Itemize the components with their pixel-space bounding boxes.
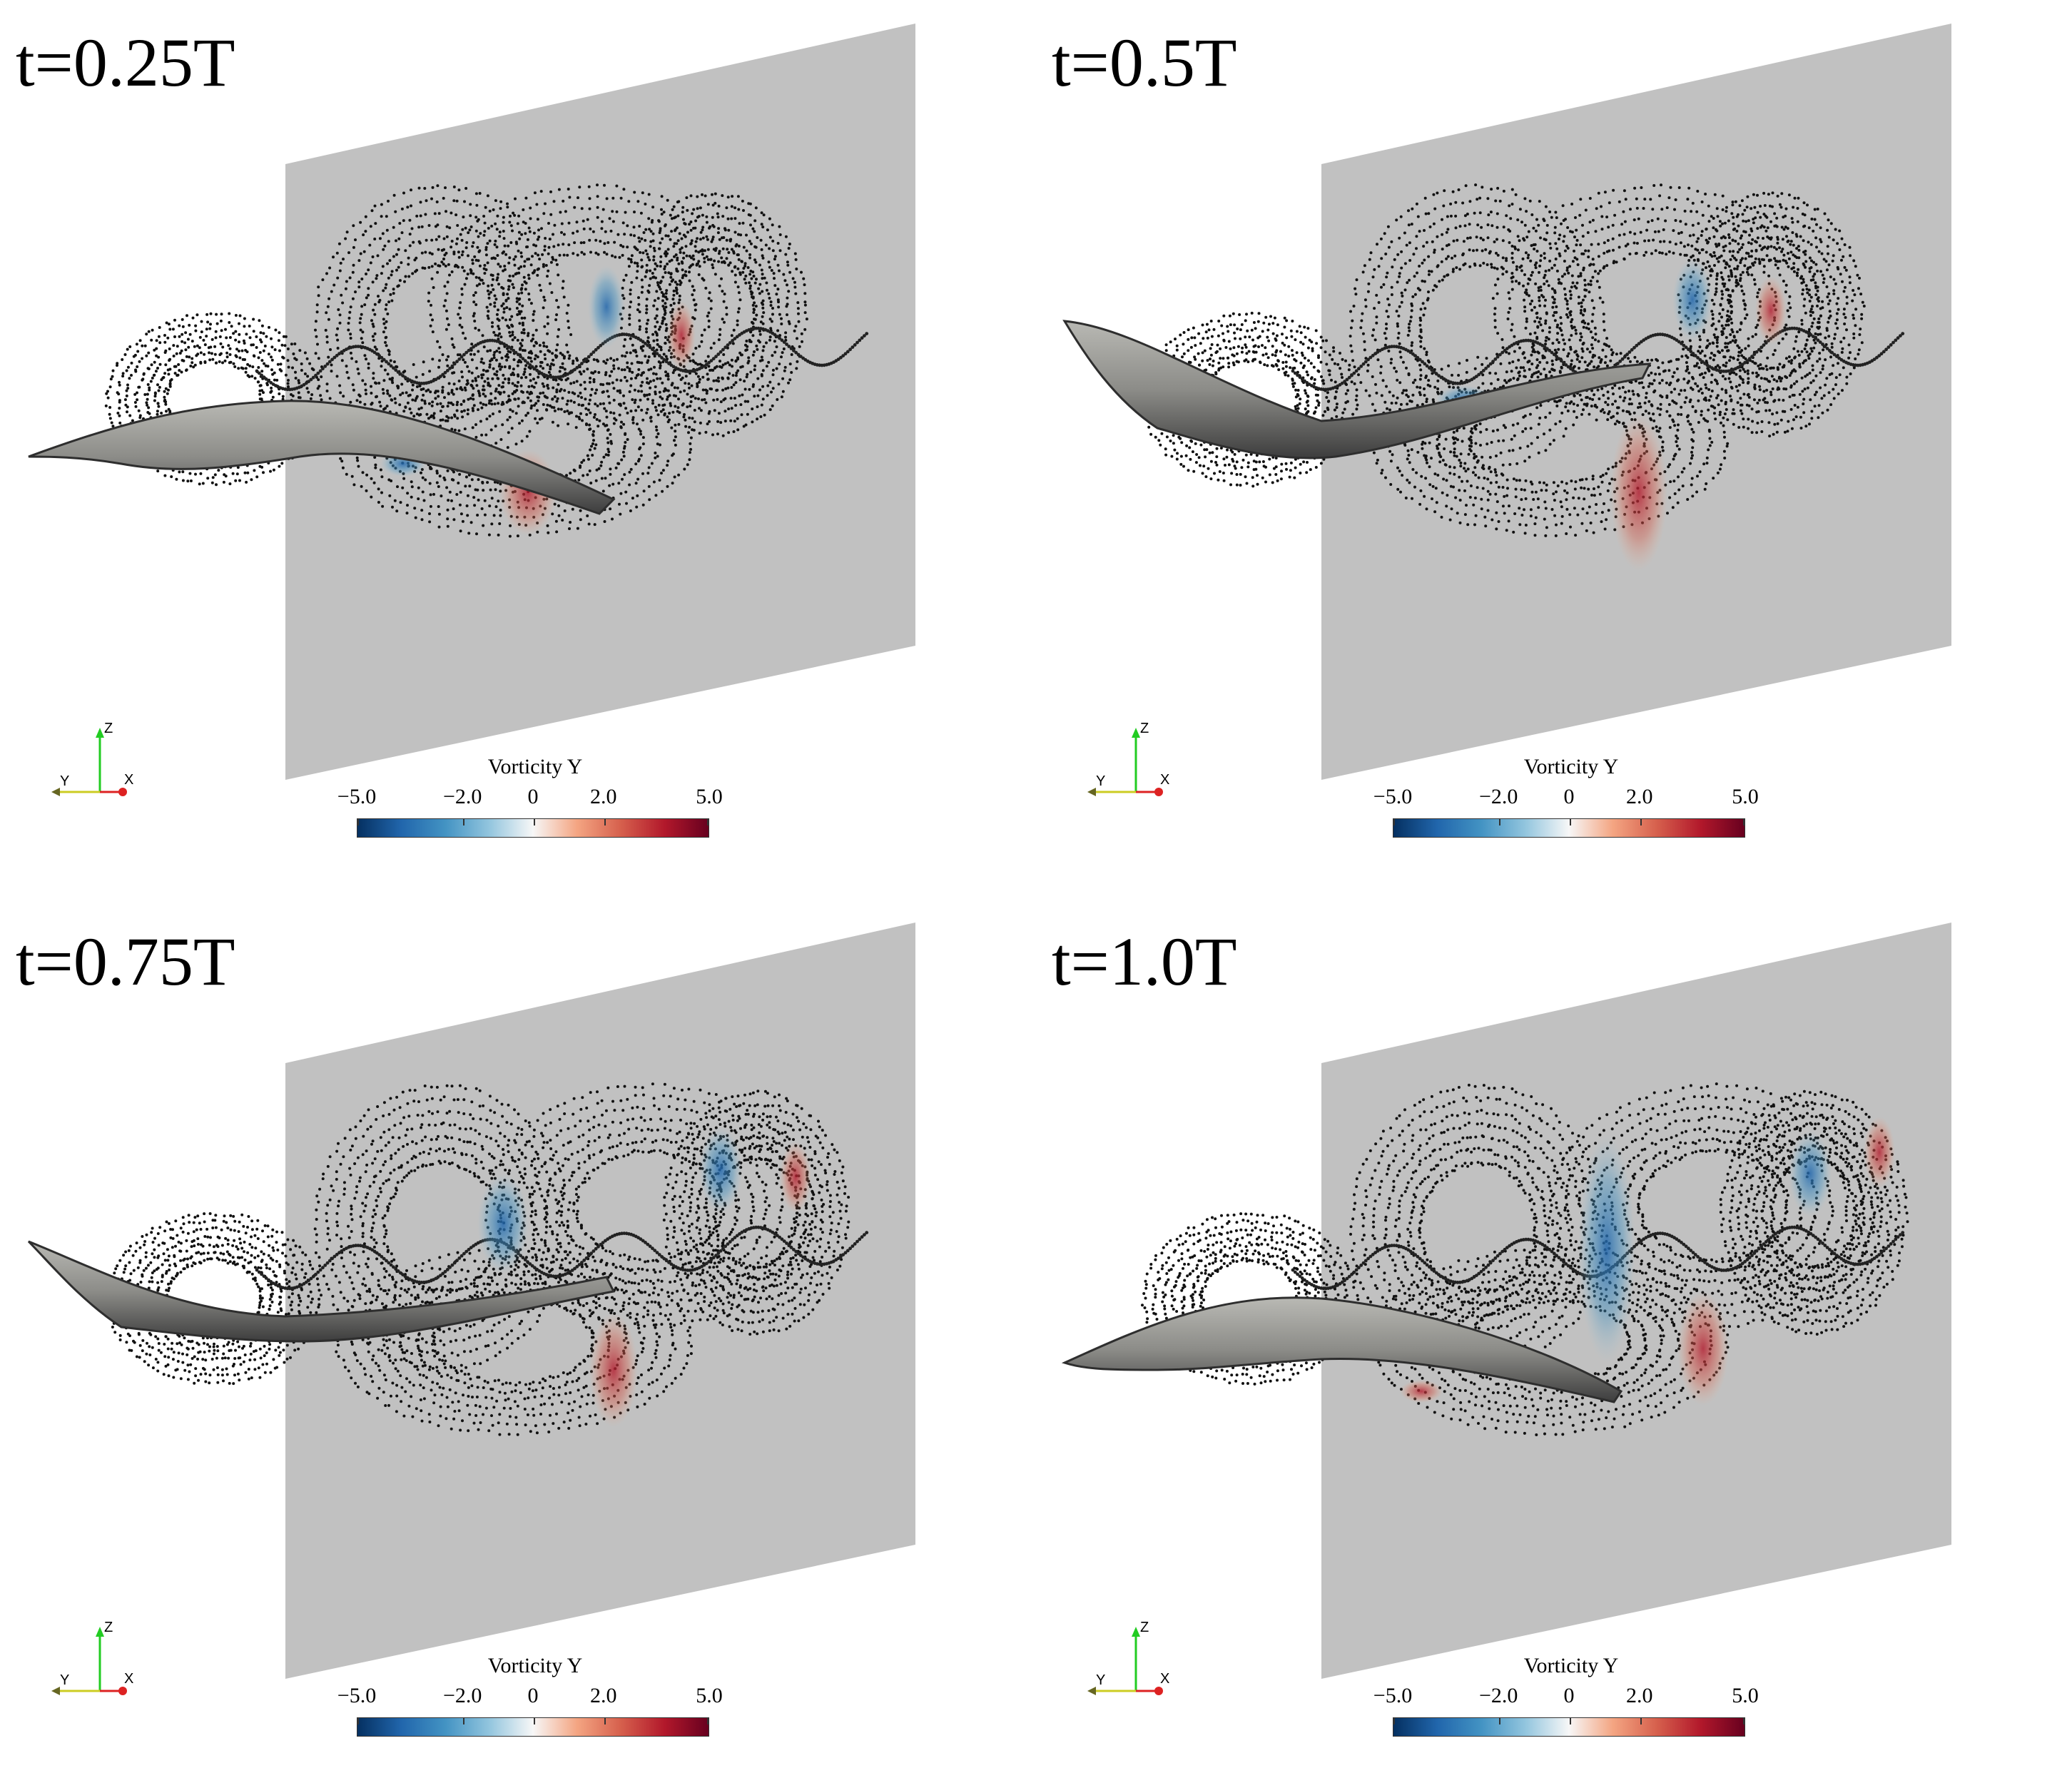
- colorbar-tick: [1743, 818, 1745, 825]
- colorbar-title: Vorticity Y: [357, 1654, 713, 1678]
- colorbar-tick-label: −2.0: [1479, 1684, 1518, 1708]
- colorbar-tick-label: 2.0: [1626, 785, 1653, 809]
- axis-label-y: Y: [60, 1672, 69, 1689]
- positive-vorticity-region: [589, 1313, 638, 1427]
- negative-vorticity-region: [1578, 1134, 1635, 1363]
- colorbar-tick-label: 5.0: [1732, 785, 1759, 809]
- negative-vorticity-region: [1672, 258, 1712, 341]
- positive-vorticity-region: [1864, 1117, 1895, 1188]
- flow-visualization: [1036, 0, 2072, 874]
- colorbar-tick-label: 0: [528, 1684, 539, 1708]
- colorbar-tick: [707, 818, 709, 825]
- time-label: t=0.75T: [16, 928, 235, 996]
- positive-vorticity-region: [1400, 1380, 1443, 1403]
- axis-label-x: X: [1160, 1671, 1169, 1687]
- colorbar-tick: [1499, 1717, 1500, 1724]
- colorbar-tick: [463, 818, 464, 825]
- slice-plane: [285, 923, 915, 1679]
- time-label: t=0.25T: [16, 29, 235, 97]
- colorbar-tick-label: 5.0: [1732, 1684, 1759, 1708]
- colorbar-tick-label: 2.0: [1626, 1684, 1653, 1708]
- colorbar-title: Vorticity Y: [357, 755, 713, 779]
- colorbar-tick: [1393, 1717, 1395, 1724]
- negative-vorticity-region: [477, 1174, 529, 1274]
- axis-label-y: Y: [1096, 773, 1105, 790]
- panel-3: t=0.75T Z Y X Vorticity Y −5.0 −2.0 0 2.0 5.…: [0, 899, 1036, 1773]
- axis-label-x: X: [124, 772, 133, 788]
- axis-label-x: X: [124, 1671, 133, 1687]
- colorbar-tick-label: −2.0: [443, 785, 482, 809]
- colorbar-tick-label: 2.0: [590, 1684, 617, 1708]
- negative-vorticity-region: [1789, 1131, 1832, 1216]
- colorbar-tick-label: −5.0: [337, 785, 376, 809]
- colorbar-tick: [604, 1717, 606, 1724]
- slice-plane: [1321, 24, 1951, 780]
- colorbar-tick: [463, 1717, 464, 1724]
- positive-vorticity-region: [1755, 276, 1787, 345]
- colorbar-title: Vorticity Y: [1393, 1654, 1749, 1678]
- colorbar: [1393, 818, 1745, 838]
- colorbar: [357, 1717, 709, 1737]
- colorbar-tick-label: 0: [528, 785, 539, 809]
- colorbar-tick: [1640, 1717, 1642, 1724]
- colorbar-tick: [1570, 1717, 1571, 1724]
- colorbar-tick: [604, 818, 606, 825]
- flow-visualization: [0, 0, 1036, 874]
- negative-vorticity-region: [588, 265, 625, 348]
- positive-vorticity-region: [780, 1142, 811, 1213]
- positive-vorticity-region: [1677, 1291, 1729, 1406]
- axis-label-y: Y: [60, 773, 69, 790]
- colorbar-tick-label: −2.0: [443, 1684, 482, 1708]
- axis-label-z: Z: [104, 1620, 113, 1636]
- axis-label-z: Z: [1140, 721, 1149, 737]
- colorbar: [357, 818, 709, 838]
- colorbar-tick-label: −5.0: [337, 1684, 376, 1708]
- slice-plane: [1321, 923, 1951, 1679]
- colorbar-tick: [1570, 818, 1571, 825]
- axis-label-x: X: [1160, 772, 1169, 788]
- colorbar-tick: [1640, 818, 1642, 825]
- negative-vorticity-region: [699, 1127, 742, 1213]
- colorbar-tick: [1499, 818, 1500, 825]
- colorbar-tick-label: 0: [1564, 1684, 1575, 1708]
- time-label: t=0.5T: [1052, 29, 1236, 97]
- colorbar-tick: [534, 818, 535, 825]
- colorbar-tick-label: −5.0: [1373, 785, 1412, 809]
- panel-4: t=1.0T Z Y X Vorticity Y −5.0 −2.0 0 2.0 5.0: [1036, 899, 2072, 1773]
- colorbar-tick: [707, 1717, 709, 1724]
- colorbar-tick-label: −5.0: [1373, 1684, 1412, 1708]
- colorbar-tick: [1393, 818, 1395, 825]
- colorbar: [1393, 1717, 1745, 1737]
- flow-visualization: [0, 899, 1036, 1773]
- axis-label-z: Z: [104, 721, 113, 737]
- colorbar-tick-label: 5.0: [696, 1684, 723, 1708]
- panel-1: t=0.25T Z Y X Vorticity Y −5.0 −2.0 0 2.0 5.…: [0, 0, 1036, 874]
- colorbar-tick-label: −2.0: [1479, 785, 1518, 809]
- colorbar-tick-label: 5.0: [696, 785, 723, 809]
- positive-vorticity-region: [1610, 414, 1667, 571]
- time-label: t=1.0T: [1052, 928, 1236, 996]
- colorbar-tick: [357, 818, 359, 825]
- colorbar-tick: [1743, 1717, 1745, 1724]
- colorbar-tick: [357, 1717, 359, 1724]
- axis-label-y: Y: [1096, 1672, 1105, 1689]
- colorbar-tick-label: 0: [1564, 785, 1575, 809]
- axis-label-z: Z: [1140, 1620, 1149, 1636]
- flow-visualization: [1036, 899, 2072, 1773]
- colorbar-title: Vorticity Y: [1393, 755, 1749, 779]
- colorbar-tick: [534, 1717, 535, 1724]
- colorbar-tick-label: 2.0: [590, 785, 617, 809]
- positive-vorticity-region: [667, 301, 696, 370]
- panel-2: t=0.5T Z Y X Vorticity Y −5.0 −2.0 0 2.0 5.0: [1036, 0, 2072, 874]
